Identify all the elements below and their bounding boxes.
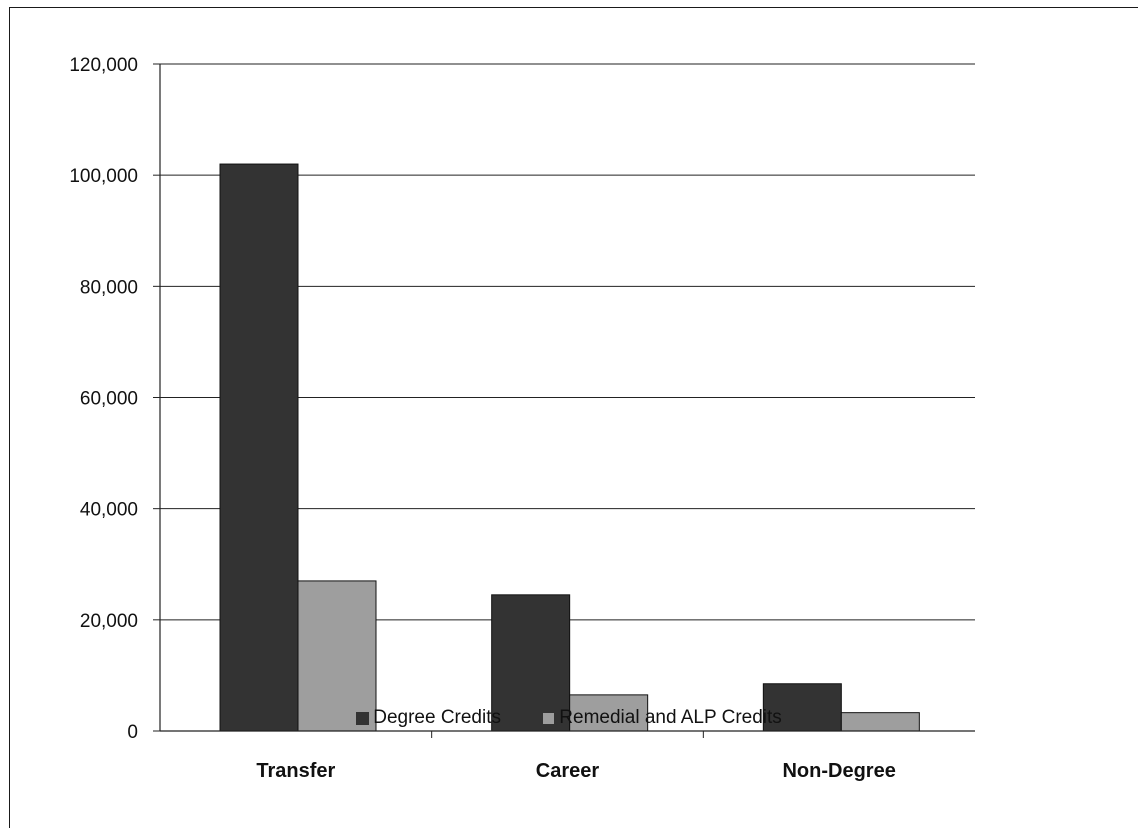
y-tick-label: 80,000	[80, 277, 138, 298]
x-category-labels: Transfer Career Non-Degree	[256, 760, 895, 782]
legend-swatch-remedial-alp-credits	[542, 711, 556, 725]
axes	[153, 63, 975, 738]
y-tick-label: 100,000	[69, 166, 138, 187]
legend-item-degree-credits: Degree Credits	[356, 707, 501, 729]
y-tick-label: 60,000	[80, 389, 138, 410]
bar-degree-credits-non-degree	[762, 683, 842, 732]
y-tick-label: 0	[127, 722, 138, 743]
y-tick-label: 40,000	[80, 500, 138, 521]
bar-degree-credits-transfer	[219, 163, 299, 732]
y-tick-label: 120,000	[69, 55, 138, 76]
legend-item-remedial-alp-credits: Remedial and ALP Credits	[542, 707, 782, 729]
legend-label-remedial-alp-credits: Remedial and ALP Credits	[559, 707, 782, 728]
x-category-label: Career	[536, 760, 600, 782]
bars	[219, 163, 920, 732]
legend-swatch-degree-credits	[356, 711, 370, 725]
x-category-label: Non-Degree	[782, 760, 895, 782]
legend: Degree Credits Remedial and ALP Credits	[0, 707, 1138, 731]
legend-label-degree-credits: Degree Credits	[373, 707, 501, 728]
x-category-label: Transfer	[256, 760, 335, 782]
y-tick-label: 20,000	[80, 611, 138, 632]
chart-frame	[9, 7, 1138, 828]
bar-degree-credits-career	[491, 594, 571, 732]
y-tick-labels: 0 20,000 40,000 60,000 80,000 100,000 120,000	[69, 55, 138, 743]
bar-remedial-alp-credits-career	[569, 694, 649, 732]
bar-remedial-alp-credits-transfer	[297, 580, 377, 732]
